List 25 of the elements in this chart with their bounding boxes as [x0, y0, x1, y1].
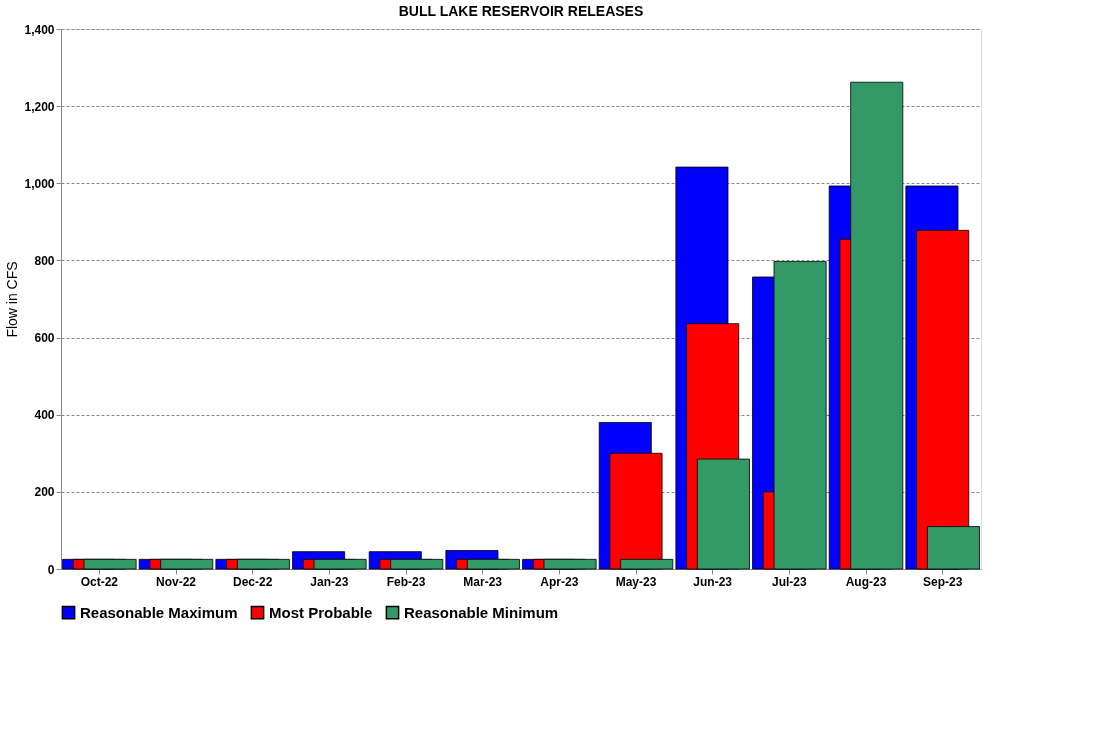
y-tick-label: 0 — [47, 562, 55, 577]
x-tick-label: Dec-22 — [232, 574, 273, 589]
x-tick-label: Aug-23 — [845, 574, 887, 589]
y-axis-title: Flow in CFS — [4, 261, 21, 338]
legend-label: Reasonable Maximum — [80, 603, 238, 621]
x-tick-label: Oct-22 — [80, 574, 119, 589]
y-tick-label: 200 — [34, 485, 55, 500]
y-tick-label: 1,400 — [24, 22, 55, 37]
chart-title: BULL LAKE RESERVOIR RELEASES — [398, 3, 644, 19]
legend-label: Most Probable — [269, 603, 373, 621]
y-tick-label: 1,200 — [24, 99, 55, 114]
x-tick-label: Jul-23 — [771, 574, 807, 589]
y-tick-label: 400 — [34, 408, 55, 423]
x-tick-label: Apr-23 — [540, 574, 579, 589]
x-tick-label: Feb-23 — [386, 574, 426, 589]
x-tick-label: Nov-22 — [155, 574, 197, 589]
x-tick-label: Jan-23 — [310, 574, 349, 589]
y-tick-label: 800 — [34, 253, 55, 268]
y-tick-label: 600 — [34, 331, 55, 346]
y-tick-label: 1,000 — [24, 176, 55, 191]
x-tick-label: May-23 — [615, 574, 657, 589]
x-tick-label: Mar-23 — [463, 574, 503, 589]
legend-label: Reasonable Minimum — [404, 603, 559, 621]
x-tick-label: Sep-23 — [922, 574, 963, 589]
x-tick-label: Jun-23 — [693, 574, 733, 589]
